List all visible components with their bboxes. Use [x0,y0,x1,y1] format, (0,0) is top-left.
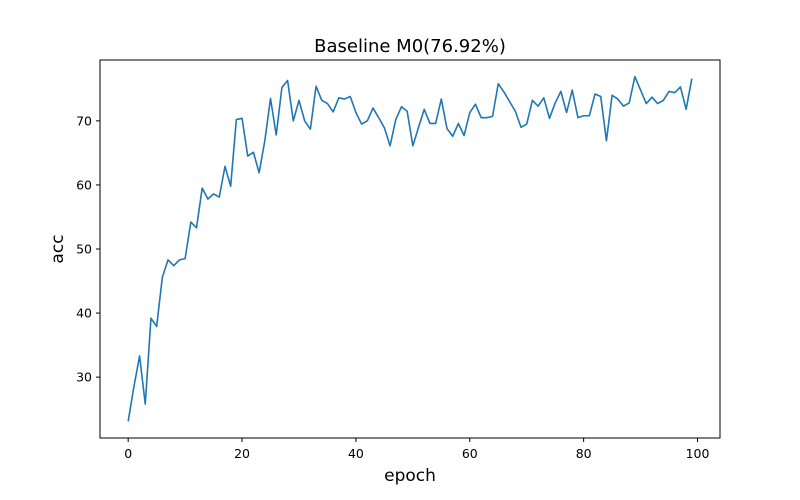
y-tick-label: 40 [76,306,92,321]
x-tick-label: 0 [124,446,132,461]
series-line-0 [127,75,693,422]
axis-ticks: 0 20 40 60 80 100 30 40 50 60 70 [76,113,709,461]
x-tick-label: 40 [348,446,364,461]
x-tick-label: 20 [234,446,250,461]
y-axis-label: acc [48,234,68,263]
plot-frame [99,59,721,439]
x-axis-label: epoch [384,466,436,486]
y-tick-label: 50 [76,242,92,257]
chart-title: Baseline M0(76.92%) [314,36,506,57]
y-tick-label: 70 [76,113,92,128]
x-tick-label: 80 [576,446,592,461]
y-tick-label: 30 [76,370,92,385]
series-layer [127,75,693,422]
x-tick-label: 100 [686,446,710,461]
x-tick-label: 60 [462,446,478,461]
y-tick-label: 60 [76,177,92,192]
